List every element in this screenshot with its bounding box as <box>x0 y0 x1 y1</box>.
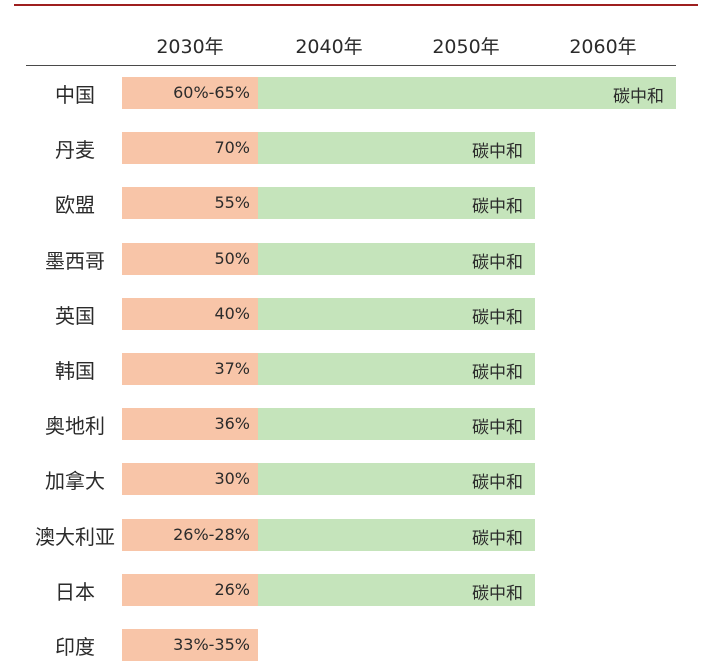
column-header: 2050年 <box>432 36 500 58</box>
carbon-neutral-label: 碳中和 <box>613 87 664 107</box>
carbon-neutral-label: 碳中和 <box>472 142 523 162</box>
target-2030-bar <box>122 187 258 219</box>
target-2030-value: 70% <box>214 138 250 157</box>
target-2030-value: 26%-28% <box>173 525 250 544</box>
target-2030-value: 50% <box>214 249 250 268</box>
carbon-neutral-label: 碳中和 <box>472 529 523 549</box>
target-2030-value: 33%-35% <box>173 635 250 654</box>
header-rule <box>26 65 676 66</box>
country-label: 英国 <box>55 304 95 328</box>
target-2030-value: 40% <box>214 304 250 323</box>
carbon-neutral-label: 碳中和 <box>472 584 523 604</box>
target-2030-value: 37% <box>214 359 250 378</box>
target-2030-bar <box>122 77 258 109</box>
target-2030-bar <box>122 243 258 275</box>
country-label: 澳大利亚 <box>35 525 115 549</box>
country-label: 欧盟 <box>55 193 95 217</box>
target-2030-value: 36% <box>214 414 250 433</box>
carbon-neutral-label: 碳中和 <box>472 363 523 383</box>
carbon-neutral-bar <box>258 243 535 275</box>
country-label: 印度 <box>55 635 95 659</box>
target-2030-bar <box>122 519 258 551</box>
column-header: 2040年 <box>295 36 363 58</box>
country-label: 丹麦 <box>55 138 95 162</box>
target-2030-bar <box>122 132 258 164</box>
target-2030-value: 55% <box>214 193 250 212</box>
carbon-neutral-bar <box>258 463 535 495</box>
target-2030-bar <box>122 353 258 385</box>
country-label: 韩国 <box>55 359 95 383</box>
carbon-neutral-bar <box>258 353 535 385</box>
carbon-neutral-bar <box>258 298 535 330</box>
target-2030-value: 30% <box>214 469 250 488</box>
carbon-neutral-label: 碳中和 <box>472 308 523 328</box>
country-label: 日本 <box>55 580 95 604</box>
top-rule <box>14 4 698 6</box>
target-2030-bar <box>122 629 258 661</box>
carbon-neutral-bar <box>258 574 535 606</box>
country-label: 中国 <box>55 83 95 107</box>
country-label: 墨西哥 <box>45 249 105 273</box>
carbon-neutral-label: 碳中和 <box>472 253 523 273</box>
target-2030-bar <box>122 298 258 330</box>
carbon-neutral-bar <box>258 519 535 551</box>
target-2030-value: 26% <box>214 580 250 599</box>
carbon-neutral-label: 碳中和 <box>472 197 523 217</box>
target-2030-value: 60%-65% <box>173 83 250 102</box>
column-header: 2030年 <box>156 36 224 58</box>
country-label: 奥地利 <box>45 414 105 438</box>
column-header: 2060年 <box>569 36 637 58</box>
target-2030-bar <box>122 463 258 495</box>
carbon-neutral-label: 碳中和 <box>472 418 523 438</box>
carbon-neutral-bar <box>258 77 676 109</box>
carbon-neutral-bar <box>258 408 535 440</box>
carbon-neutral-bar <box>258 132 535 164</box>
target-2030-bar <box>122 574 258 606</box>
country-label: 加拿大 <box>45 469 105 493</box>
carbon-neutral-bar <box>258 187 535 219</box>
carbon-neutral-label: 碳中和 <box>472 473 523 493</box>
target-2030-bar <box>122 408 258 440</box>
